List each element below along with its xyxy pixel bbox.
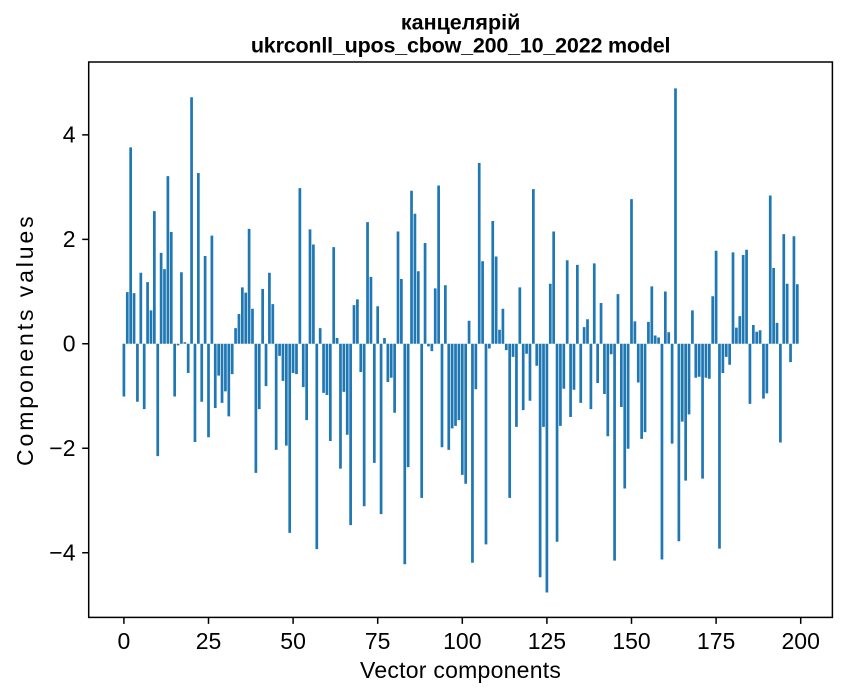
svg-text:ukrconll_upos_cbow_200_10_2022: ukrconll_upos_cbow_200_10_2022 model — [251, 34, 670, 58]
svg-text:−4: −4 — [49, 539, 75, 565]
svg-text:0: 0 — [63, 330, 76, 356]
svg-text:50: 50 — [280, 628, 306, 654]
svg-text:75: 75 — [365, 628, 391, 654]
svg-text:150: 150 — [612, 628, 650, 654]
svg-text:Components values: Components values — [12, 213, 38, 466]
svg-text:175: 175 — [697, 628, 735, 654]
svg-text:2: 2 — [63, 226, 76, 252]
svg-text:25: 25 — [196, 628, 222, 654]
svg-text:Vector components: Vector components — [360, 657, 561, 683]
svg-text:0: 0 — [118, 628, 131, 654]
svg-text:100: 100 — [443, 628, 481, 654]
svg-text:4: 4 — [63, 121, 76, 147]
svg-text:200: 200 — [782, 628, 820, 654]
svg-text:канцелярій: канцелярій — [401, 11, 520, 35]
svg-text:125: 125 — [528, 628, 566, 654]
svg-text:−2: −2 — [49, 435, 75, 461]
